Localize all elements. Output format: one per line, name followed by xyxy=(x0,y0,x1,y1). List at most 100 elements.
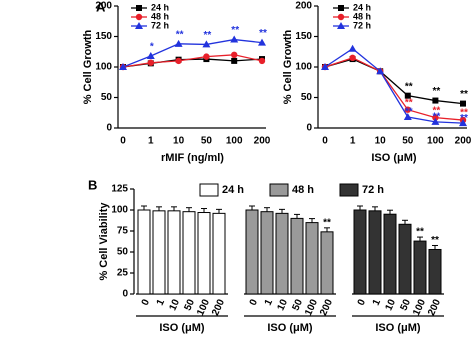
y-tick-label: 75 xyxy=(117,226,129,237)
x-tick-label: 200 xyxy=(455,136,472,147)
bar xyxy=(353,209,367,295)
bar xyxy=(245,209,259,295)
x-tick-label: 0 xyxy=(356,297,369,307)
x-tick-label: 200 xyxy=(426,297,443,317)
marker xyxy=(203,53,210,60)
marker xyxy=(258,57,266,65)
marker xyxy=(146,52,155,60)
legend-label: 72 h xyxy=(151,20,169,30)
annotation: ** xyxy=(176,29,184,40)
legend-label: 24 h xyxy=(151,2,169,12)
y-tick-label: 200 xyxy=(295,1,312,12)
y-tick-label: 150 xyxy=(95,31,112,42)
bar xyxy=(413,240,427,295)
annotation: ** xyxy=(460,108,468,119)
legend-label: 48 h xyxy=(292,184,314,196)
annotation: ** xyxy=(405,81,413,92)
bar xyxy=(428,248,442,295)
series-line xyxy=(122,54,263,68)
annotation: ** xyxy=(433,105,441,116)
legend-label: 24 h xyxy=(353,2,371,12)
bar xyxy=(290,217,304,295)
x-tick-label: 100 xyxy=(411,297,428,317)
y-axis-label: % Cell Growth xyxy=(82,29,94,104)
marker xyxy=(258,38,266,46)
x-tick-label: 0 xyxy=(248,297,261,307)
bar xyxy=(137,209,151,295)
panel-label: B xyxy=(88,177,97,192)
legend-marker xyxy=(136,5,142,11)
x-tick-label: 1 xyxy=(350,136,356,147)
y-tick-label: 25 xyxy=(117,268,129,279)
marker xyxy=(432,97,439,104)
marker xyxy=(432,114,439,121)
marker xyxy=(321,63,329,70)
y-tick-label: 125 xyxy=(111,184,128,195)
x-tick-label: 1 xyxy=(148,136,154,147)
x-tick-label: 200 xyxy=(318,297,335,317)
y-tick-label: 100 xyxy=(111,205,128,216)
legend-label: 24 h xyxy=(222,184,244,196)
bar xyxy=(212,212,226,295)
marker xyxy=(460,100,466,107)
marker xyxy=(431,117,440,125)
x-tick-label: 1 xyxy=(263,297,276,307)
y-tick-label: 0 xyxy=(306,123,312,134)
x-tick-label: 50 xyxy=(290,297,305,312)
marker xyxy=(376,67,385,75)
legend-marker xyxy=(135,13,143,21)
x-tick-label: 0 xyxy=(120,136,126,147)
annotation: ** xyxy=(259,28,267,39)
y-tick-label: 100 xyxy=(95,62,112,73)
legend-marker xyxy=(337,13,345,21)
annotation: ** xyxy=(204,30,212,41)
x-tick-label: 50 xyxy=(402,136,414,147)
bar xyxy=(167,210,181,295)
annotation: ** xyxy=(433,86,441,97)
bar xyxy=(398,223,412,295)
series-line xyxy=(122,58,263,68)
series-line xyxy=(324,58,464,105)
y-tick-label: 150 xyxy=(295,31,312,42)
annotation: ** xyxy=(405,107,413,118)
series-line xyxy=(324,47,464,124)
annotation: ** xyxy=(416,227,424,238)
x-tick-label: 10 xyxy=(383,297,398,312)
marker xyxy=(348,44,357,52)
x-tick-label: 50 xyxy=(201,136,213,147)
annotation: ** xyxy=(431,235,439,246)
legend-swatch xyxy=(339,183,359,197)
legend-swatch xyxy=(199,183,219,197)
bar xyxy=(197,212,211,295)
x-tick-label: 100 xyxy=(226,136,243,147)
y-tick-label: 0 xyxy=(106,123,112,134)
annotation: ** xyxy=(231,25,239,36)
marker xyxy=(230,35,239,43)
marker xyxy=(403,113,412,121)
marker xyxy=(174,39,183,47)
x-tick-label: 50 xyxy=(182,297,197,312)
legend-label: 72 h xyxy=(362,184,384,196)
y-tick-label: 50 xyxy=(101,92,113,103)
bar xyxy=(152,210,166,295)
legend-marker xyxy=(135,22,143,29)
x-tick-label: 200 xyxy=(254,136,271,147)
bar xyxy=(182,211,196,295)
bar xyxy=(260,211,274,295)
y-axis-label: % Cell Viability xyxy=(98,202,110,281)
y-tick-label: 50 xyxy=(117,247,129,258)
bar xyxy=(368,210,382,295)
x-tick-label: 200 xyxy=(210,297,227,317)
y-tick-label: 50 xyxy=(301,92,313,103)
x-tick-label: 0 xyxy=(140,297,153,307)
annotation: * xyxy=(150,42,154,53)
marker xyxy=(404,106,411,113)
marker xyxy=(147,59,154,66)
y-axis-label: % Cell Growth xyxy=(282,29,294,104)
panel-label: A xyxy=(96,0,106,14)
legend-label: 48 h xyxy=(353,11,371,21)
marker xyxy=(175,57,182,65)
x-axis-label: ISO (μM) xyxy=(371,152,417,164)
y-tick-label: 200 xyxy=(95,1,112,12)
